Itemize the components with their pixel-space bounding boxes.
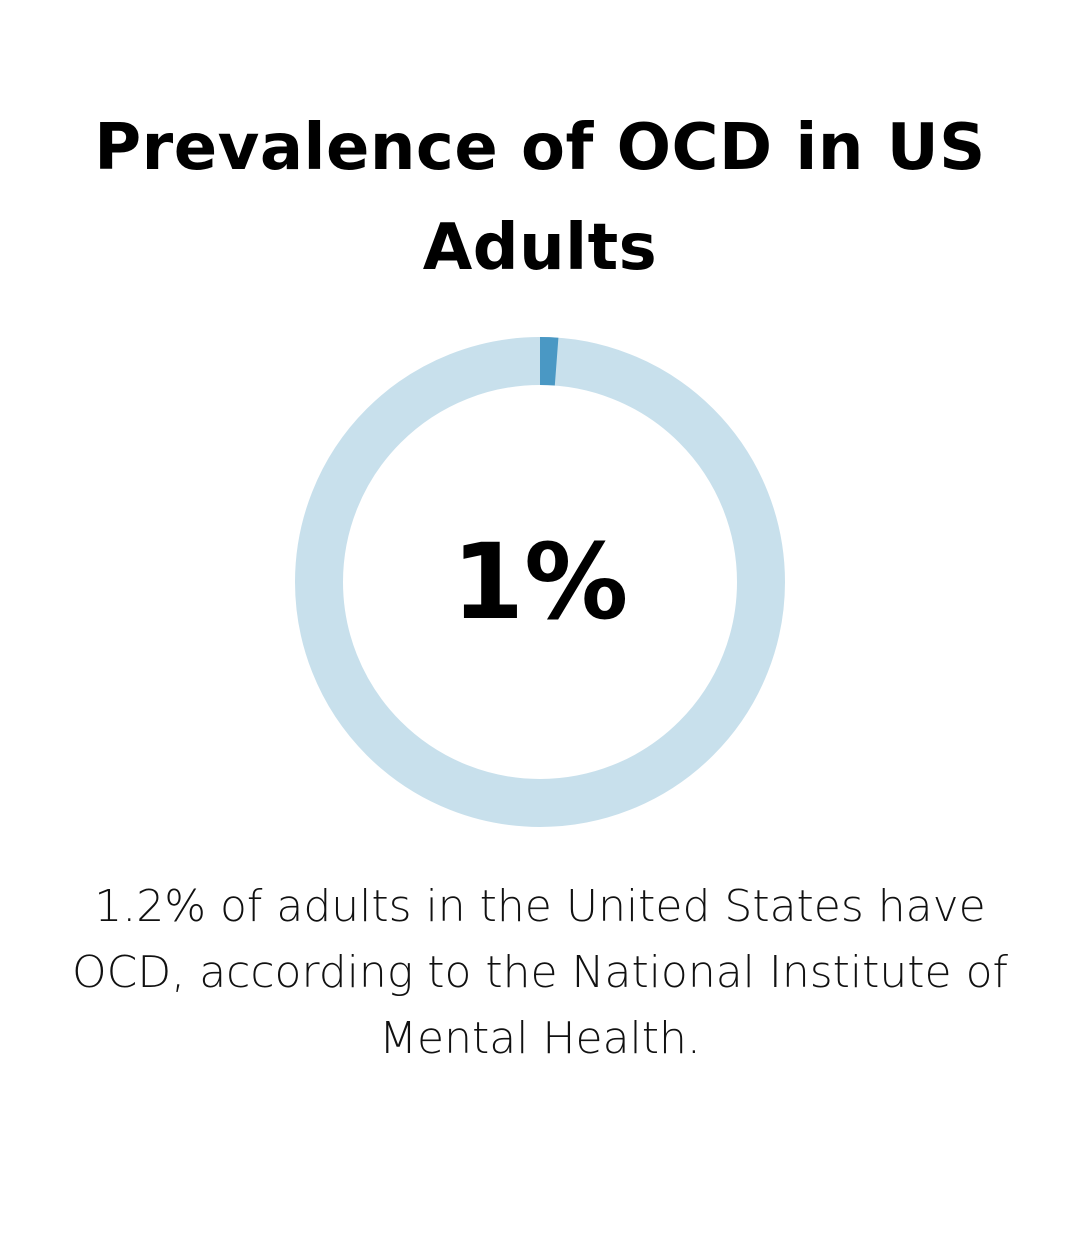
donut-svg: 1% — [295, 337, 785, 827]
donut-slice-value — [295, 337, 785, 827]
chart-title: Prevalence of OCD in US Adults — [94, 111, 986, 285]
center-value-label: 1% — [452, 521, 629, 643]
description-text: 1.2% of adults in the United States have… — [71, 881, 1009, 1064]
donut-chart: 1% — [290, 332, 790, 832]
